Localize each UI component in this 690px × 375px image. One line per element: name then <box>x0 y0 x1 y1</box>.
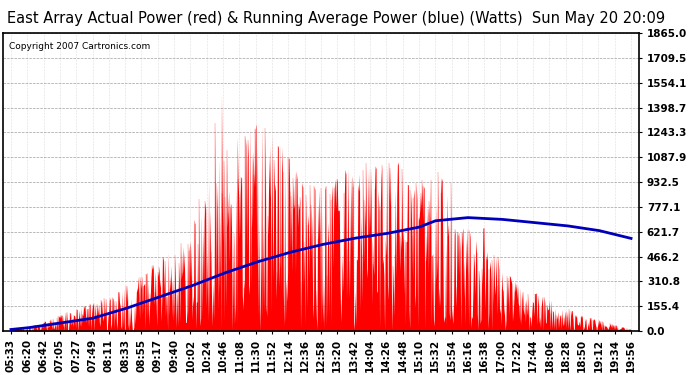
Text: Copyright 2007 Cartronics.com: Copyright 2007 Cartronics.com <box>9 42 150 51</box>
Text: East Array Actual Power (red) & Running Average Power (blue) (Watts)  Sun May 20: East Array Actual Power (red) & Running … <box>7 11 665 26</box>
